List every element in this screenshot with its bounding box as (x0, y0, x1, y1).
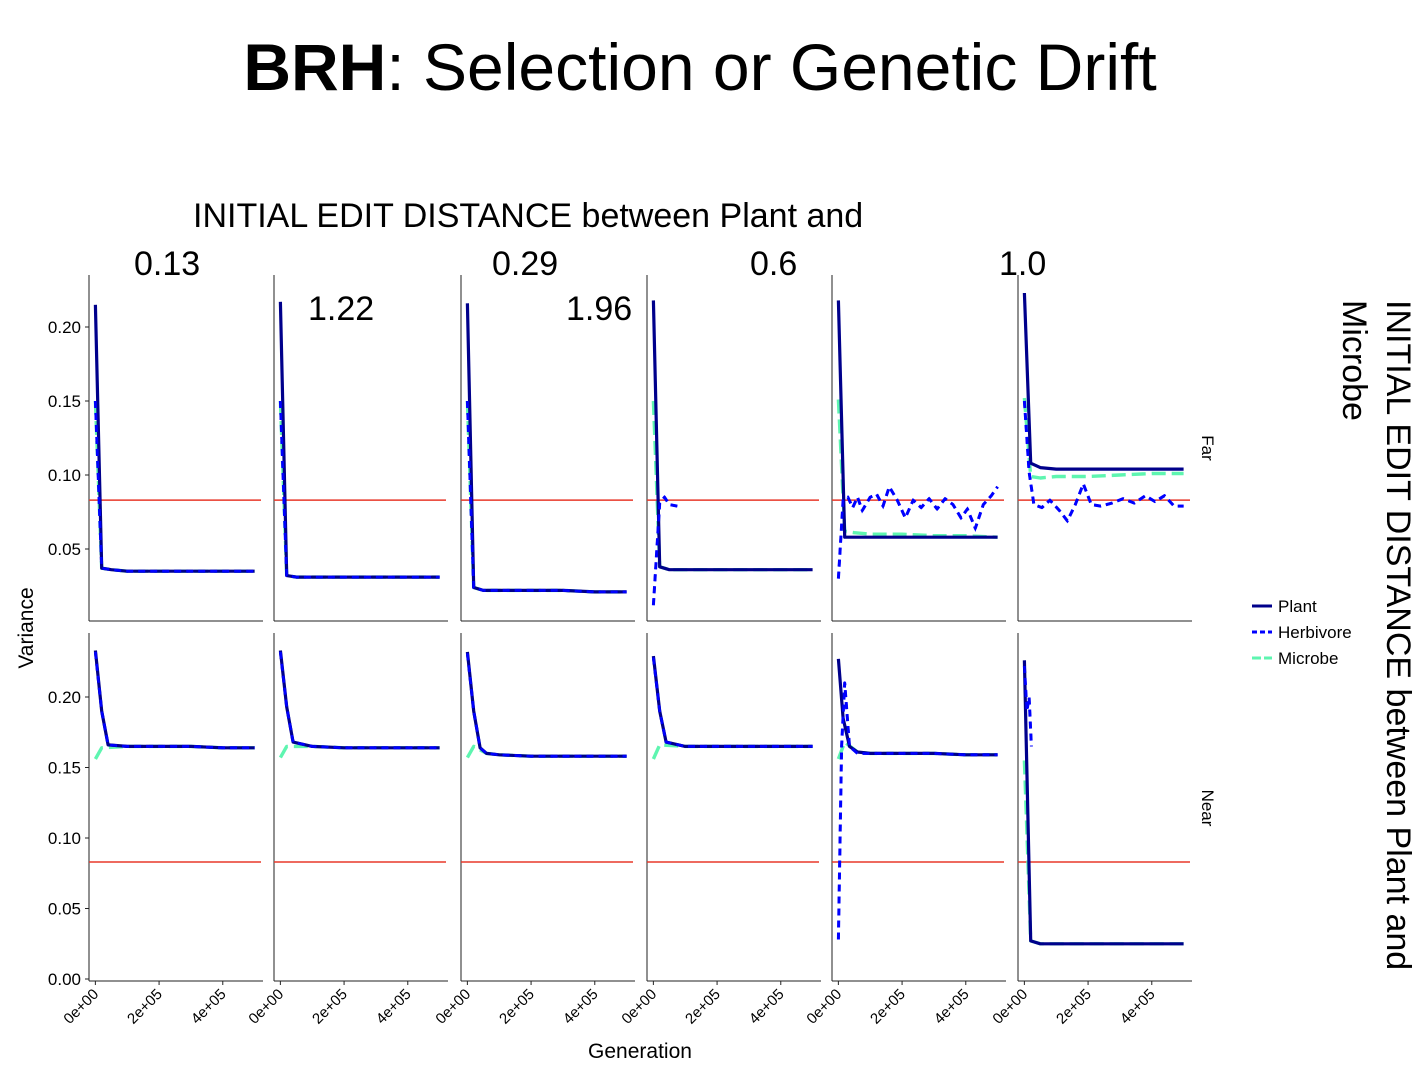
microbe-series-line (465, 400, 627, 594)
x-tick-label: 0e+00 (989, 986, 1031, 1028)
plant-series-line (651, 300, 813, 572)
facet-header-label: INITIAL EDIT DISTANCE between Plant and (193, 197, 864, 235)
y-tick-label: 0.05 (48, 900, 81, 919)
x-tick-label: 4e+05 (1117, 986, 1159, 1028)
herbivore-series-line (836, 681, 998, 940)
plant-series-line (1022, 292, 1184, 471)
herbivore-series-line (837, 682, 998, 940)
herbivore-series-line (651, 495, 678, 606)
herbivore-series-line (93, 651, 255, 750)
y-tick-label: 0.00 (48, 970, 81, 989)
y-tick-label: 0.10 (48, 466, 81, 485)
y-tick-label: 0.15 (48, 392, 81, 411)
herbivore-series-line (94, 400, 255, 573)
microbe-series-line (836, 399, 998, 539)
x-axis-title: Generation (588, 1040, 692, 1063)
row-strip-label: Near (1198, 790, 1217, 827)
x-tick-label: 2e+05 (1053, 986, 1095, 1028)
herbivore-series-line (836, 485, 999, 579)
legend-label: Plant (1278, 597, 1317, 616)
herbivore-series-line (1022, 400, 1184, 523)
y-tick-label: 0.20 (48, 318, 81, 337)
plant-series-line (93, 650, 255, 750)
microbe-series-line (278, 744, 440, 759)
facet-value-label: 0.29 (492, 245, 559, 283)
slide-title: BRH: Selection or Genetic Drift (0, 30, 1400, 106)
herbivore-series-line (837, 483, 999, 579)
y-tick-label: 0.20 (48, 688, 81, 707)
column-strip-label: 1.22 (308, 290, 374, 328)
herbivore-series-line (279, 651, 440, 750)
y-tick-label: 0.10 (48, 829, 81, 848)
microbe-series-line (651, 743, 813, 760)
herbivore-series-line (466, 400, 627, 594)
x-tick-label: 2e+05 (496, 986, 538, 1028)
herbivore-series-line (279, 400, 440, 579)
herbivore-series-line (94, 651, 255, 750)
x-tick-label: 4e+05 (931, 986, 973, 1028)
x-tick-label: 2e+05 (682, 986, 724, 1028)
plant-series-line (278, 301, 440, 579)
x-tick-label: 0e+00 (803, 986, 845, 1028)
facet-value-label: 0.13 (134, 245, 201, 283)
facet-value-label: 1.0 (999, 245, 1047, 283)
x-tick-label: 0e+00 (60, 986, 102, 1028)
herbivore-series-line (652, 494, 678, 606)
y-tick-label: 0.05 (48, 540, 81, 559)
microbe-series-line (836, 740, 998, 760)
herbivore-series-line (1023, 400, 1184, 524)
slide-title-bold: BRH (243, 30, 387, 104)
x-tick-label: 0e+00 (432, 986, 474, 1028)
herbivore-series-line (652, 657, 813, 748)
plant-series-line (465, 303, 627, 594)
herbivore-series-line (1022, 665, 1033, 747)
x-tick-label: 0e+00 (245, 986, 287, 1028)
x-tick-label: 2e+05 (867, 986, 909, 1028)
right-facet-header: INITIAL EDIT DISTANCE between Plant and … (1334, 300, 1417, 971)
y-tick-label: 0.15 (48, 759, 81, 778)
column-strip-label: 1.96 (566, 290, 632, 328)
x-tick-label: 4e+05 (560, 986, 602, 1028)
plant-series-line (278, 650, 440, 750)
x-tick-label: 4e+05 (373, 986, 415, 1028)
x-tick-label: 4e+05 (188, 986, 230, 1028)
x-tick-label: 0e+00 (618, 986, 660, 1028)
microbe-series-line (651, 400, 813, 572)
herbivore-series-line (651, 657, 813, 748)
herbivore-series-line (465, 653, 627, 758)
microbe-series-line (465, 744, 627, 759)
plant-series-line (836, 300, 998, 539)
plant-series-line (651, 655, 813, 749)
microbe-series-line (1022, 760, 1184, 946)
microbe-series-line (93, 400, 255, 573)
herbivore-series-line (1023, 665, 1033, 747)
plant-series-line (1022, 660, 1184, 946)
herbivore-series-line (278, 400, 440, 579)
plant-series-line (93, 304, 255, 573)
row-strip-label: Far (1198, 435, 1217, 461)
y-axis-title: Variance (15, 587, 38, 668)
x-tick-label: 4e+05 (746, 986, 788, 1028)
microbe-series-line (1022, 397, 1184, 480)
herbivore-series-line (465, 400, 627, 594)
x-tick-label: 2e+05 (124, 986, 166, 1028)
slide-title-rest: : Selection or Genetic Drift (386, 30, 1157, 104)
x-tick-label: 2e+05 (309, 986, 351, 1028)
plant-series-line (465, 651, 627, 758)
herbivore-series-line (466, 653, 627, 758)
facet-value-label: 0.6 (750, 245, 798, 283)
herbivore-series-line (93, 400, 255, 573)
microbe-series-line (278, 400, 440, 579)
plant-series-line (836, 658, 998, 757)
microbe-series-line (93, 744, 255, 760)
herbivore-series-line (278, 651, 440, 750)
